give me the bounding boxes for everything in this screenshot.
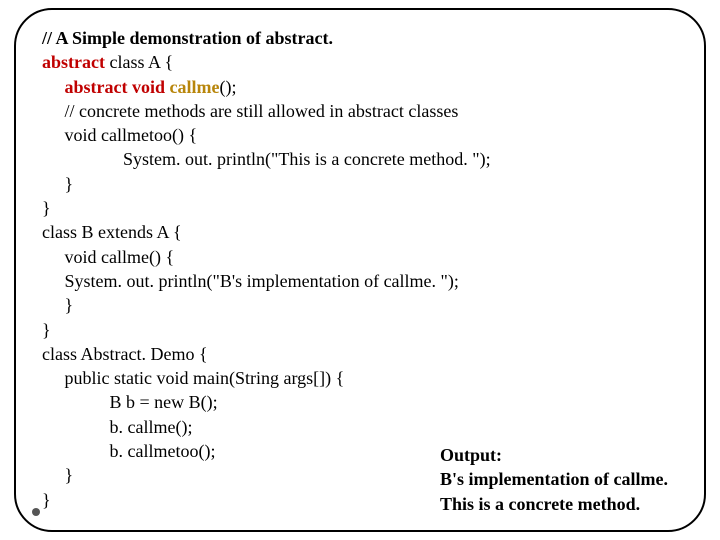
code-text: class Abstract. Demo { — [42, 344, 208, 364]
code-text: } — [42, 295, 73, 315]
code-text: } — [42, 490, 51, 510]
code-text: class B extends A { — [42, 222, 182, 242]
output-title: Output: — [440, 443, 668, 467]
code-text: class A { — [105, 52, 173, 72]
output-line: B's implementation of callme. — [440, 467, 668, 491]
code-text: } — [42, 174, 73, 194]
code-comment-title: // A Simple demonstration of abstract. — [42, 28, 333, 48]
code-block: // A Simple demonstration of abstract. a… — [28, 18, 692, 512]
indent — [42, 77, 65, 97]
kw-abstract: abstract — [42, 52, 105, 72]
code-text: B b = new B(); — [42, 392, 218, 412]
code-text: (); — [219, 77, 236, 97]
code-text: System. out. println("B's implementation… — [42, 271, 459, 291]
code-text: b. callmetoo(); — [42, 441, 215, 461]
code-text: public static void main(String args[]) { — [42, 368, 344, 388]
output-block: Output: B's implementation of callme. Th… — [440, 443, 668, 516]
code-text: } — [42, 320, 51, 340]
code-text: System. out. println("This is a concrete… — [42, 149, 491, 169]
kw-abstract: abstract — [65, 77, 128, 97]
code-text: void callme() { — [42, 247, 174, 267]
code-text: } — [42, 198, 51, 218]
method-callme: callme — [170, 77, 220, 97]
bullet-dot-icon — [32, 508, 40, 516]
output-line: This is a concrete method. — [440, 492, 668, 516]
code-text: b. callme(); — [42, 417, 192, 437]
code-text: } — [42, 465, 73, 485]
code-text: // concrete methods are still allowed in… — [42, 101, 458, 121]
code-text: void callmetoo() { — [42, 125, 197, 145]
kw-void: void — [132, 77, 165, 97]
